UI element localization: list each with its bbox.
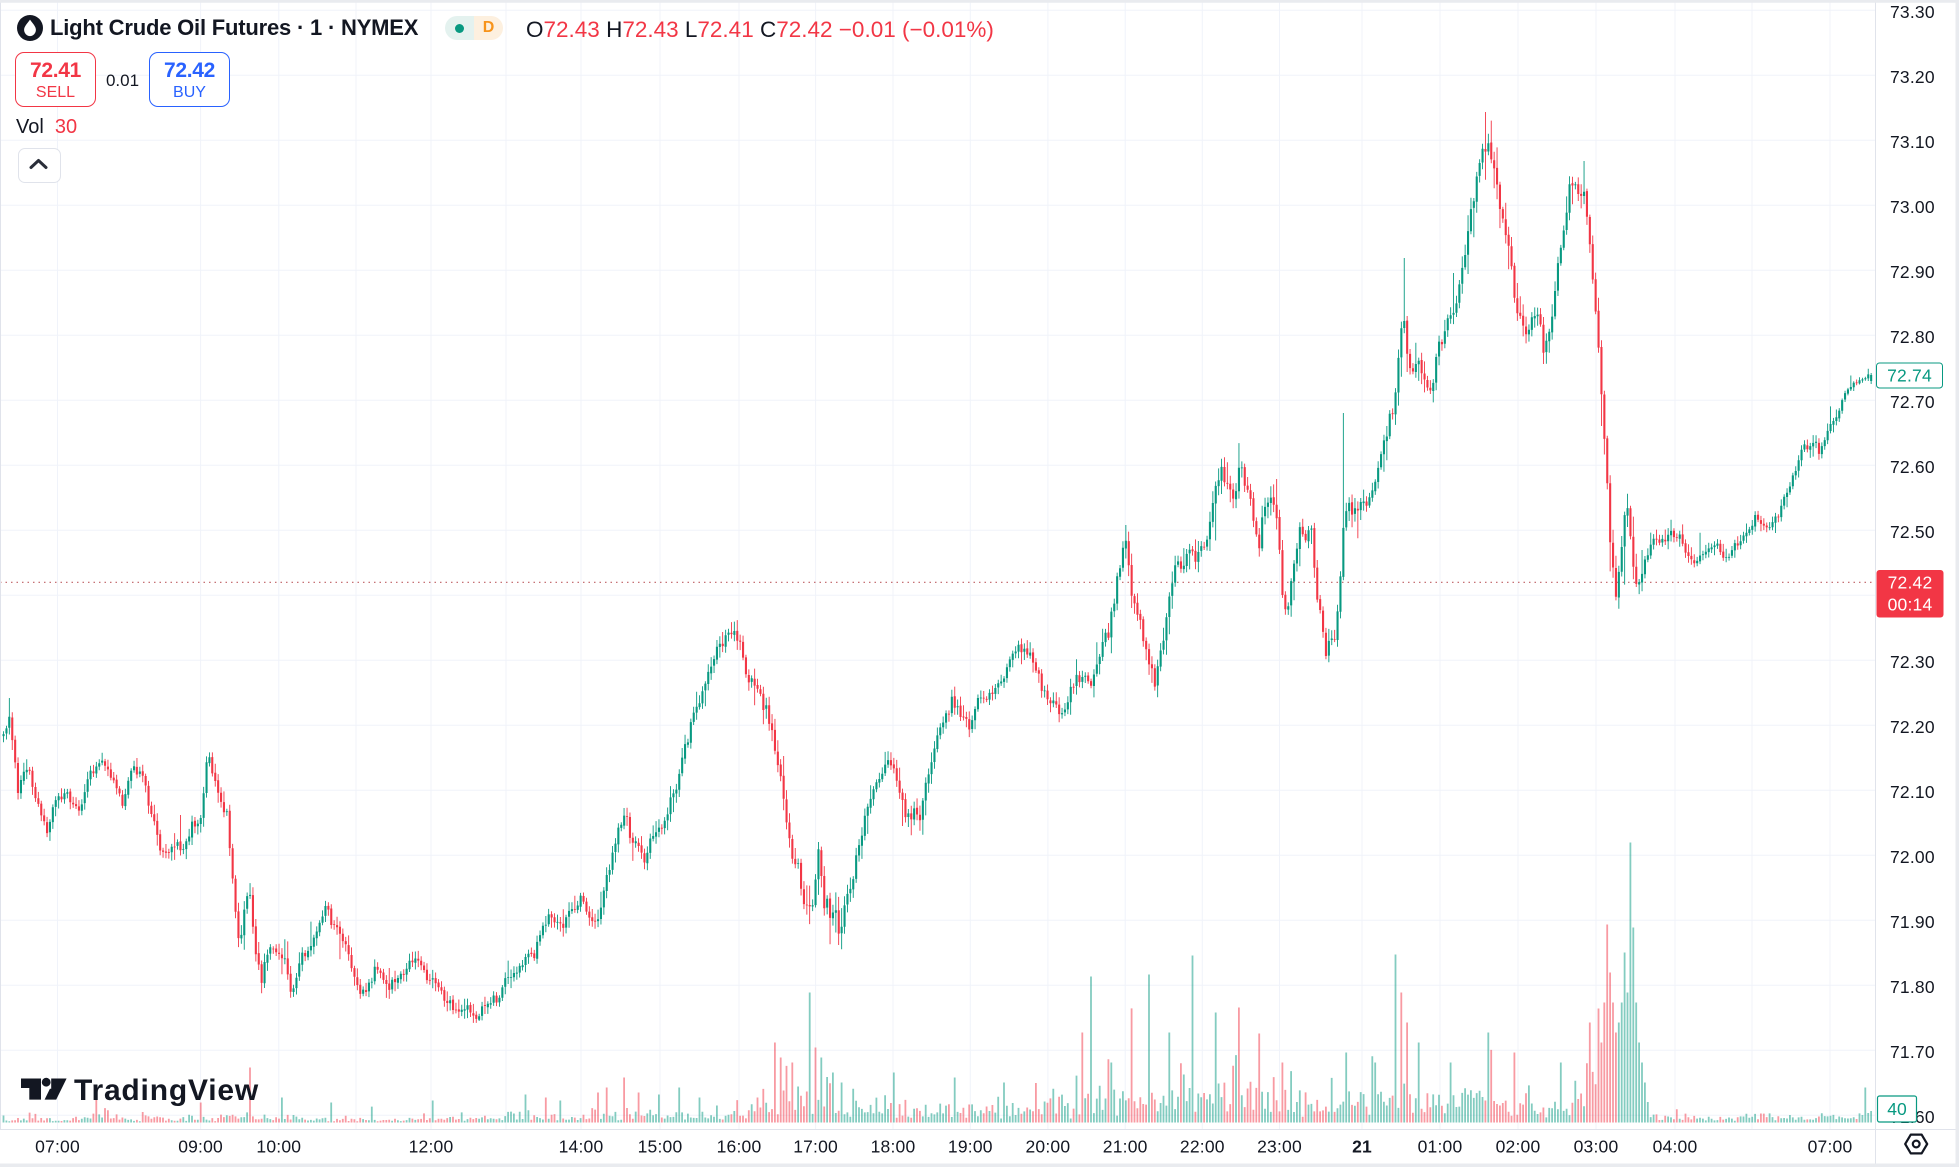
svg-text:73.20: 73.20 (1890, 67, 1935, 87)
svg-text:00:14: 00:14 (1888, 595, 1933, 615)
svg-text:18:00: 18:00 (871, 1136, 916, 1156)
svg-text:01:00: 01:00 (1418, 1136, 1463, 1156)
svg-text:22:00: 22:00 (1180, 1136, 1225, 1156)
svg-text:19:00: 19:00 (948, 1136, 993, 1156)
svg-text:72.70: 72.70 (1890, 392, 1935, 412)
svg-text:71.90: 71.90 (1890, 912, 1935, 932)
svg-text:10:00: 10:00 (256, 1136, 301, 1156)
svg-text:07:00: 07:00 (35, 1136, 80, 1156)
svg-text:TradingView: TradingView (74, 1074, 259, 1107)
svg-text:03:00: 03:00 (1574, 1136, 1619, 1156)
svg-text:02:00: 02:00 (1496, 1136, 1541, 1156)
svg-text:16:00: 16:00 (717, 1136, 762, 1156)
svg-text:72.30: 72.30 (1890, 652, 1935, 672)
svg-text:72.60: 72.60 (1890, 457, 1935, 477)
svg-text:71.70: 71.70 (1890, 1042, 1935, 1062)
svg-text:21:00: 21:00 (1103, 1136, 1148, 1156)
svg-text:73.30: 73.30 (1890, 2, 1935, 22)
svg-text:20:00: 20:00 (1026, 1136, 1071, 1156)
svg-text:72.20: 72.20 (1890, 717, 1935, 737)
svg-text:71.80: 71.80 (1890, 977, 1935, 997)
svg-text:21: 21 (1352, 1136, 1372, 1156)
svg-text:72.74: 72.74 (1887, 366, 1932, 386)
svg-text:72.90: 72.90 (1890, 262, 1935, 282)
svg-text:09:00: 09:00 (178, 1136, 223, 1156)
svg-text:14:00: 14:00 (559, 1136, 604, 1156)
svg-text:73.10: 73.10 (1890, 132, 1935, 152)
svg-text:72.80: 72.80 (1890, 327, 1935, 347)
svg-text:72.10: 72.10 (1890, 782, 1935, 802)
svg-text:07:00: 07:00 (1808, 1136, 1853, 1156)
svg-text:23:00: 23:00 (1257, 1136, 1302, 1156)
svg-text:72.50: 72.50 (1890, 522, 1935, 542)
svg-text:12:00: 12:00 (409, 1136, 454, 1156)
svg-text:73.00: 73.00 (1890, 197, 1935, 217)
svg-text:17:00: 17:00 (793, 1136, 838, 1156)
svg-text:40: 40 (1887, 1099, 1907, 1119)
svg-text:72.42: 72.42 (1888, 573, 1933, 593)
svg-text:72.00: 72.00 (1890, 847, 1935, 867)
svg-text:04:00: 04:00 (1653, 1136, 1698, 1156)
svg-text:15:00: 15:00 (638, 1136, 683, 1156)
